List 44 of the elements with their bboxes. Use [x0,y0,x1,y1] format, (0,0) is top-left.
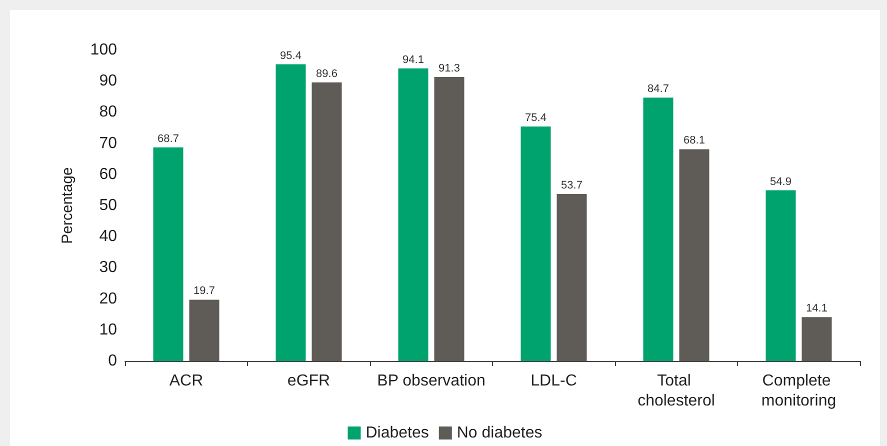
x-tick-label: Complete monitoring [761,372,836,410]
data-label: 94.1 [402,54,424,66]
bar [766,190,796,361]
bar [802,317,832,361]
data-label: 89.6 [316,68,338,80]
data-label: 91.3 [438,62,460,75]
bar [189,300,220,361]
y-axis-title: Percentage [59,167,76,244]
y-tick-label: 100 [90,42,118,58]
legend-label: Diabetes [366,424,429,442]
x-tick-label: Total cholesterol [638,372,715,410]
legend-label: No diabetes [456,424,542,442]
y-tick-label: 40 [99,228,118,246]
y-tick-label: 60 [99,166,118,183]
data-label: 19.7 [194,285,215,298]
data-label: 84.7 [648,83,669,96]
data-label: 14.1 [806,302,828,315]
bar [312,82,342,361]
bar [276,64,306,361]
y-tick-label: 0 [108,352,118,370]
bar [434,77,464,361]
bar [643,98,674,361]
bar [556,194,587,361]
y-tick-label: 30 [99,259,118,276]
x-tick-label: BP observation [377,372,486,390]
y-tick-label: 20 [99,290,118,308]
y-tick-label: 90 [99,72,118,90]
bar [398,68,428,361]
x-tick-label: ACR [169,372,204,390]
y-tick-label: 50 [99,197,118,214]
y-tick-label: 10 [99,321,118,338]
data-label: 53.7 [561,179,582,192]
data-label: 68.7 [158,132,179,145]
data-label: 54.9 [770,176,792,188]
y-tick-label: 70 [99,134,118,152]
data-label: 68.1 [684,134,705,147]
bar [520,126,551,361]
x-tick-label: LDL-C [530,372,577,390]
y-tick-label: 80 [99,104,118,121]
x-tick-label: eGFR [287,372,330,390]
data-label: 95.4 [280,50,302,62]
bar [153,147,184,361]
data-label: 75.4 [525,112,546,124]
bar [679,149,710,361]
